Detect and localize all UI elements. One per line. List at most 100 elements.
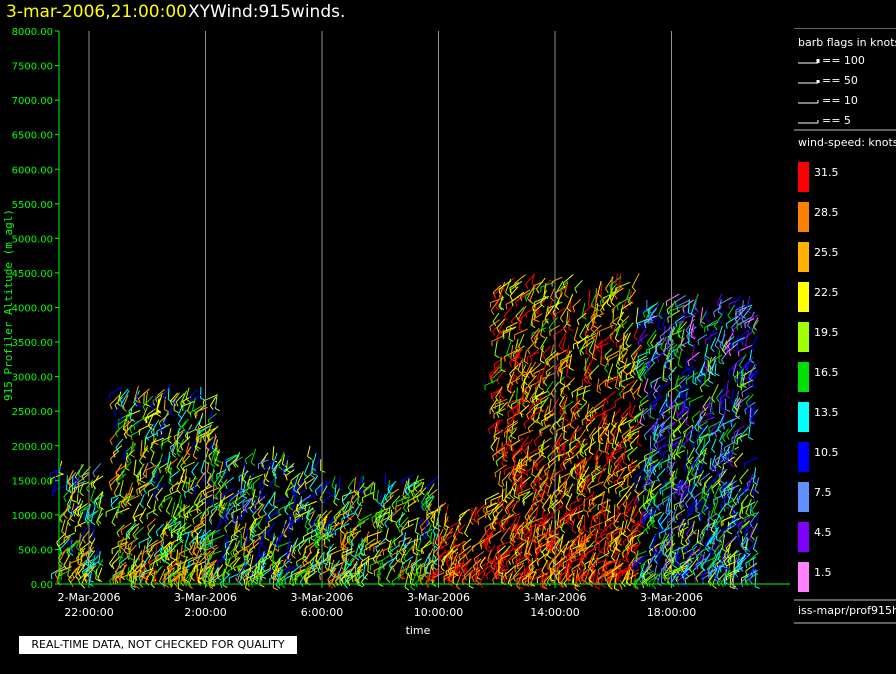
wind-barb: [284, 481, 292, 495]
wind-barb-flag: [509, 537, 514, 542]
wind-barb: [162, 572, 173, 584]
wind-barb: [152, 565, 163, 578]
wind-barb: [119, 388, 129, 399]
wind-barb: [330, 564, 336, 574]
wind-barb: [196, 570, 207, 578]
wind-barb-flag: [225, 515, 229, 520]
wind-barb: [155, 523, 164, 533]
wind-barb: [533, 304, 543, 313]
wind-barb: [116, 524, 125, 533]
wind-barb-flag: [559, 465, 564, 471]
wind-barb: [173, 519, 177, 532]
wind-barb-flag: [557, 371, 560, 377]
wind-barb-flag: [581, 478, 586, 483]
wind-barb: [500, 526, 511, 540]
wind-barb-flag: [299, 568, 302, 574]
wind-barb: [195, 548, 201, 560]
wind-barb-flag: [485, 574, 489, 580]
wind-barb-flag: [115, 432, 118, 438]
wind-barb: [569, 497, 583, 506]
wind-barb-flag: [235, 577, 240, 582]
wind-barb: [510, 280, 523, 291]
wind-barb-flag: [585, 352, 591, 356]
wind-barb: [511, 500, 518, 511]
wind-barb-flag: [291, 554, 296, 559]
wind-barb: [150, 451, 155, 463]
wind-barb-flag: [501, 558, 504, 564]
wind-barb: [513, 483, 517, 496]
wind-barb-flag: [626, 536, 630, 542]
wind-barb-flag: [591, 413, 594, 419]
wind-barb: [401, 490, 412, 500]
wind-barb-flag: [540, 334, 546, 339]
wind-barb: [297, 480, 306, 491]
wind-barb-flag: [545, 484, 551, 488]
wind-barb: [202, 529, 212, 537]
wind-barb: [546, 480, 553, 495]
wind-barb-flag: [584, 374, 589, 379]
wind-barb-flag: [423, 536, 429, 540]
wind-barb: [579, 323, 587, 337]
wind-barb-flag: [487, 515, 492, 521]
wind-barb-flag: [401, 499, 404, 505]
wind-barb-flag: [585, 422, 589, 428]
wind-barb: [672, 403, 678, 419]
wind-barb: [441, 531, 454, 538]
wind-barb-flag: [68, 552, 74, 556]
wind-barb: [344, 547, 349, 563]
wind-barb-flag: [527, 454, 530, 460]
wind-barb: [134, 564, 146, 576]
wind-barb-flag: [66, 550, 69, 556]
wind-barb: [181, 476, 188, 490]
wind-barb-flag: [518, 469, 523, 474]
wind-barb: [88, 510, 98, 517]
wind-barb-flag: [273, 474, 278, 479]
wind-barb: [491, 388, 502, 398]
wind-barb: [570, 463, 576, 476]
wind-barb: [385, 527, 389, 540]
wind-barb-flag: [170, 526, 172, 532]
wind-barb-flag: [349, 508, 353, 513]
wind-barb: [432, 513, 436, 527]
wind-barb: [331, 573, 337, 584]
wind-barb: [116, 470, 125, 481]
wind-barb: [312, 516, 320, 526]
wind-barb: [402, 480, 408, 496]
wind-barb: [232, 509, 234, 522]
wind-barb-flag: [314, 543, 317, 549]
wind-barb-flag: [229, 564, 233, 570]
wind-barb: [176, 475, 184, 491]
wind-barb: [319, 521, 324, 538]
wind-barb-flag: [446, 578, 452, 583]
wind-barb: [583, 303, 595, 313]
wind-barb-flag: [168, 482, 174, 486]
wind-barb: [733, 428, 740, 442]
wind-barb: [139, 572, 146, 585]
wind-barb-flag: [516, 401, 522, 405]
wind-barb: [493, 355, 507, 365]
wind-barb-flag: [444, 524, 450, 528]
wind-barb-flag: [494, 472, 497, 478]
wind-barb-flag: [614, 443, 620, 447]
wind-barb: [473, 506, 478, 521]
wind-barb-flag: [528, 573, 532, 579]
wind-barb-flag: [588, 451, 594, 456]
wind-barb: [622, 388, 634, 395]
wind-barb: [278, 551, 289, 560]
wind-barb: [305, 500, 317, 507]
wind-barb: [202, 428, 211, 438]
wind-barb: [192, 538, 198, 553]
wind-barb: [660, 479, 667, 492]
wind-barb-flag: [313, 567, 316, 573]
wind-barb-flag: [597, 480, 602, 485]
wind-barb-flag: [139, 518, 144, 524]
wind-barb: [509, 281, 519, 289]
wind-barb-flag: [407, 501, 410, 507]
wind-barb: [563, 442, 565, 454]
wind-barb-flag: [185, 398, 191, 403]
wind-barb: [164, 489, 179, 498]
wind-barb-flag: [526, 414, 530, 420]
wind-barb-flag: [149, 448, 154, 453]
wind-barb: [169, 392, 178, 402]
wind-barb: [702, 437, 706, 452]
